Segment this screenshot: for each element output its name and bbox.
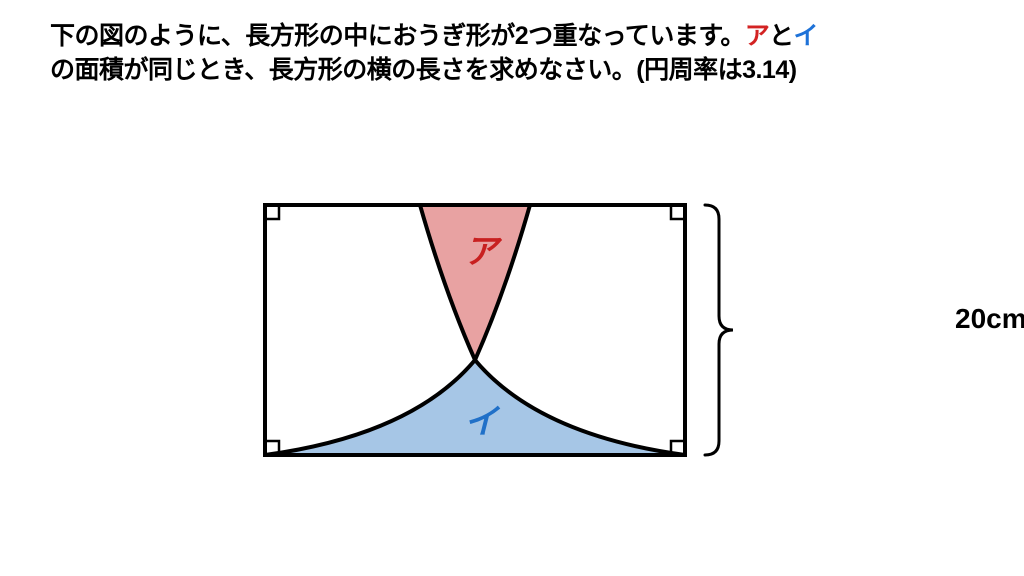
problem-line2: の面積が同じとき、長方形の横の長さを求めなさい。(円周率は3.14) xyxy=(50,56,797,84)
right-angle-mark xyxy=(671,205,685,219)
geometry-diagram: アイ xyxy=(245,185,775,515)
label-a-inline: ア xyxy=(745,22,769,50)
and-text: と xyxy=(769,22,794,50)
problem-statement: 下の図のように、長方形の中におうぎ形が2つ重なっています。アとイ の面積が同じと… xyxy=(50,20,974,88)
region-a xyxy=(420,205,530,360)
label-i-inline: イ xyxy=(793,22,818,50)
dimension-brace xyxy=(705,205,733,455)
figure-container: アイ 20cm xyxy=(245,185,775,515)
page-root: 下の図のように、長方形の中におうぎ形が2つ重なっています。アとイ の面積が同じと… xyxy=(0,0,1024,576)
region-i-label: イ xyxy=(464,403,501,441)
region-a-label: ア xyxy=(464,233,503,271)
right-angle-mark xyxy=(265,205,279,219)
problem-line1: 下の図のように、長方形の中におうぎ形が2つ重なっています。 xyxy=(50,22,745,50)
height-dimension-label: 20cm xyxy=(955,303,1024,335)
